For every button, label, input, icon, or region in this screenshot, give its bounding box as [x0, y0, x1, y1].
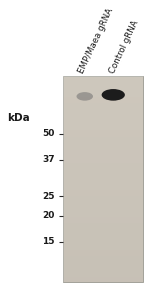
Text: kDa: kDa: [7, 113, 29, 122]
Bar: [63, 76, 142, 282]
Ellipse shape: [76, 92, 93, 101]
Text: EMP/Maea gRNA: EMP/Maea gRNA: [77, 7, 115, 75]
Text: Control gRNA: Control gRNA: [108, 19, 141, 75]
Text: 50: 50: [42, 129, 55, 138]
Text: 25: 25: [42, 192, 55, 201]
Text: 37: 37: [42, 155, 55, 164]
Text: 20: 20: [42, 211, 55, 220]
Text: 15: 15: [42, 237, 55, 246]
Ellipse shape: [102, 89, 125, 101]
